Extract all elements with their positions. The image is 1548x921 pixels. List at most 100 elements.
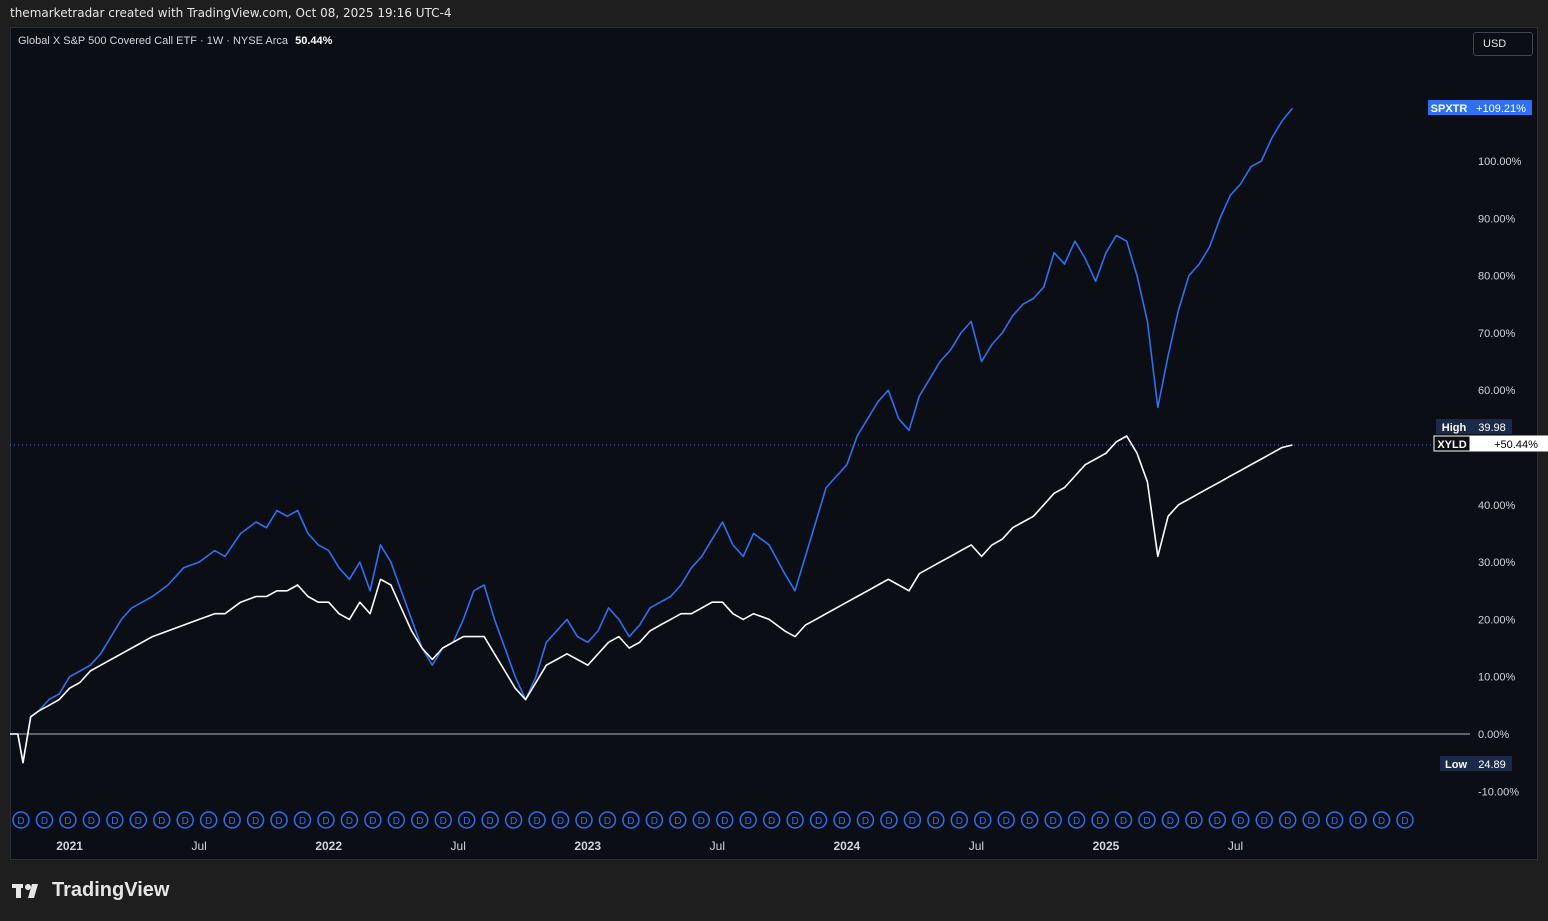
dividend-marker-label: D — [1284, 816, 1291, 827]
dividend-marker[interactable]: D — [645, 811, 664, 829]
dividend-marker[interactable]: D — [786, 811, 804, 829]
dividend-marker[interactable]: D — [1302, 811, 1320, 829]
dividend-marker[interactable]: D — [481, 811, 499, 829]
dividend-marker-circle — [1114, 811, 1133, 829]
dividend-marker[interactable]: D — [1067, 811, 1086, 829]
dividend-marker-circle — [880, 811, 898, 829]
dividend-marker[interactable]: D — [575, 811, 593, 829]
dividend-marker[interactable]: D — [457, 811, 476, 829]
dividend-marker[interactable]: D — [598, 811, 617, 829]
dividend-marker[interactable]: D — [106, 811, 124, 829]
dividend-marker-circle — [974, 811, 992, 829]
dividend-marker-label: D — [1050, 816, 1057, 827]
dividend-marker[interactable]: D — [1396, 811, 1414, 829]
dividend-marker[interactable]: D — [1044, 811, 1062, 829]
dividend-marker[interactable]: D — [1372, 811, 1391, 829]
xyld-label-value: +50.44% — [1494, 439, 1538, 451]
dividend-marker[interactable]: D — [1325, 811, 1344, 829]
dividend-marker[interactable]: D — [1278, 811, 1297, 829]
dividend-marker[interactable]: D — [12, 811, 30, 829]
dividend-marker[interactable]: D — [669, 811, 687, 829]
dividend-marker[interactable]: D — [1020, 811, 1039, 829]
dividend-marker-label: D — [322, 816, 329, 827]
dividend-marker[interactable]: D — [809, 811, 828, 829]
dividend-marker-circle — [1067, 811, 1086, 829]
dividend-marker[interactable]: D — [317, 811, 335, 829]
x-tick-label: 2023 — [574, 839, 601, 853]
dividend-marker[interactable]: D — [1208, 811, 1227, 829]
x-tick-label: 2025 — [1093, 839, 1120, 853]
dividend-marker-circle — [1020, 811, 1039, 829]
dividend-marker-circle — [12, 811, 30, 829]
dividend-marker-label: D — [909, 816, 916, 827]
dividend-marker[interactable]: D — [1349, 811, 1367, 829]
dividend-marker[interactable]: D — [833, 811, 851, 829]
dividend-marker[interactable]: D — [1255, 811, 1274, 829]
dividend-marker[interactable]: D — [82, 811, 101, 829]
dividend-marker[interactable]: D — [246, 811, 265, 829]
dividend-marker-circle — [856, 811, 875, 829]
dividend-marker-circle — [528, 811, 546, 829]
dividend-marker[interactable]: D — [950, 811, 969, 829]
dividend-marker-circle — [411, 811, 429, 829]
dividend-marker[interactable]: D — [715, 811, 734, 829]
dividend-marker[interactable]: D — [270, 811, 288, 829]
dividend-marker-label: D — [580, 816, 587, 827]
dividend-marker-label: D — [88, 816, 95, 827]
dividend-marker-circle — [833, 811, 851, 829]
dividend-marker[interactable]: D — [293, 811, 312, 829]
spxtr-label-value: +109.21% — [1476, 103, 1526, 115]
dividend-marker-label: D — [440, 816, 447, 827]
currency-button[interactable]: USD — [1473, 32, 1533, 56]
dividend-marker-circle — [1255, 811, 1274, 829]
dividend-marker[interactable]: D — [223, 811, 241, 829]
tradingview-logo-text: TradingView — [52, 879, 170, 901]
dividend-marker-circle — [106, 811, 124, 829]
dividend-marker-label: D — [791, 816, 798, 827]
dividend-marker[interactable]: D — [762, 811, 781, 829]
dividend-marker[interactable]: D — [59, 811, 77, 829]
dividend-marker-label: D — [346, 816, 353, 827]
dividend-marker[interactable]: D — [1185, 811, 1203, 829]
dividend-marker[interactable]: D — [129, 811, 148, 829]
dividend-marker[interactable]: D — [1138, 811, 1156, 829]
dividend-marker[interactable]: D — [974, 811, 992, 829]
dividend-marker[interactable]: D — [739, 811, 757, 829]
dividend-marker[interactable]: D — [152, 811, 171, 829]
dividend-marker[interactable]: D — [434, 811, 452, 829]
dividend-marker[interactable]: D — [387, 811, 406, 829]
dividend-marker[interactable]: D — [176, 811, 194, 829]
dividend-marker[interactable]: D — [856, 811, 875, 829]
dividend-marker[interactable]: D — [35, 811, 54, 829]
dividend-marker[interactable]: D — [551, 811, 570, 829]
dividend-marker[interactable]: D — [1114, 811, 1133, 829]
dividend-marker-circle — [35, 811, 54, 829]
dividend-marker[interactable]: D — [997, 811, 1015, 829]
dividend-marker[interactable]: D — [411, 811, 429, 829]
dividend-marker-label: D — [979, 816, 986, 827]
dividend-marker[interactable]: D — [504, 811, 523, 829]
x-tick-label: Jul — [1228, 839, 1243, 853]
symbol-legend[interactable]: Global X S&P 500 Covered Call ETF · 1W ·… — [18, 35, 332, 47]
dividend-marker[interactable]: D — [1232, 811, 1250, 829]
dividend-marker-circle — [481, 811, 499, 829]
dividend-marker[interactable]: D — [1091, 811, 1109, 829]
dividend-marker[interactable]: D — [528, 811, 546, 829]
y-tick-label: 100.00% — [1478, 156, 1522, 168]
dividend-marker-label: D — [1378, 816, 1385, 827]
dividend-marker[interactable]: D — [927, 811, 945, 829]
dividend-marker[interactable]: D — [903, 811, 922, 829]
dividend-marker[interactable]: D — [340, 811, 359, 829]
dividend-marker[interactable]: D — [692, 811, 711, 829]
dividend-marker[interactable]: D — [199, 811, 218, 829]
dividend-marker[interactable]: D — [622, 811, 640, 829]
dividend-marker[interactable]: D — [1161, 811, 1180, 829]
dividend-marker[interactable]: D — [880, 811, 898, 829]
dividend-marker-circle — [246, 811, 265, 829]
dividend-marker-label: D — [651, 816, 658, 827]
tradingview-brand[interactable]: TradingView — [12, 879, 169, 902]
dividend-marker-circle — [199, 811, 218, 829]
dividend-marker[interactable]: D — [364, 811, 382, 829]
